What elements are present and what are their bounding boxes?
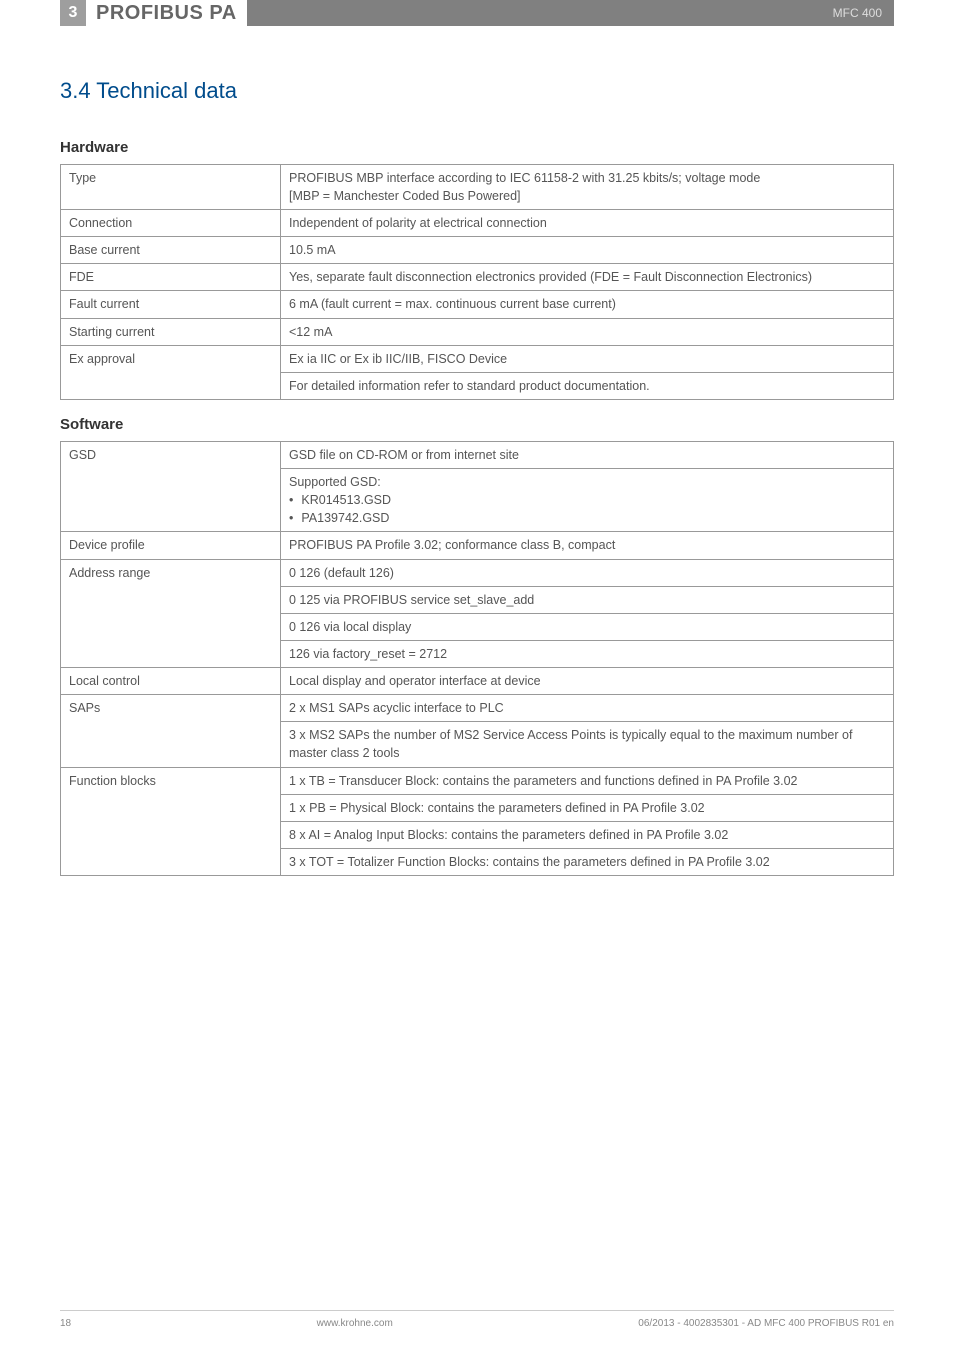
- table-row: Starting current <12 mA: [61, 318, 894, 345]
- footer-page: 18: [60, 1317, 71, 1331]
- hw-value: Independent of polarity at electrical co…: [281, 210, 894, 237]
- hw-label: Connection: [61, 210, 281, 237]
- sw-value: Local display and operator interface at …: [281, 668, 894, 695]
- table-row: GSD GSD file on CD-ROM or from internet …: [61, 441, 894, 468]
- sw-value: GSD file on CD-ROM or from internet site: [281, 441, 894, 468]
- sw-value: 1 x PB = Physical Block: contains the pa…: [281, 794, 894, 821]
- chapter-number-box: 3: [60, 0, 86, 26]
- hw-value: Yes, separate fault disconnection electr…: [281, 264, 894, 291]
- table-row: Function blocks 1 x TB = Transducer Bloc…: [61, 767, 894, 794]
- table-row: FDE Yes, separate fault disconnection el…: [61, 264, 894, 291]
- hardware-table: Type PROFIBUS MBP interface according to…: [60, 164, 894, 400]
- hw-value: PROFIBUS MBP interface according to IEC …: [281, 164, 894, 209]
- hw-label: FDE: [61, 264, 281, 291]
- footer-docref: 06/2013 - 4002835301 - AD MFC 400 PROFIB…: [638, 1317, 894, 1331]
- sw-value: 0 126 (default 126): [281, 559, 894, 586]
- table-row: Type PROFIBUS MBP interface according to…: [61, 164, 894, 209]
- section-heading: 3.4 Technical data: [60, 76, 894, 107]
- doc-code: MFC 400: [821, 0, 894, 26]
- table-row: Connection Independent of polarity at el…: [61, 210, 894, 237]
- sw-value: 3 x TOT = Totalizer Function Blocks: con…: [281, 848, 894, 875]
- table-row: SAPs 2 x MS1 SAPs acyclic interface to P…: [61, 695, 894, 722]
- hardware-heading: Hardware: [60, 137, 894, 158]
- hw-value: 6 mA (fault current = max. continuous cu…: [281, 291, 894, 318]
- page-header: 3 PROFIBUS PA MFC 400: [60, 0, 894, 26]
- sw-label: Local control: [61, 668, 281, 695]
- hw-label: Fault current: [61, 291, 281, 318]
- sw-value: 126 via factory_reset = 2712: [281, 640, 894, 667]
- table-row: Address range 0 126 (default 126): [61, 559, 894, 586]
- hw-value: 10.5 mA: [281, 237, 894, 264]
- chapter-title: PROFIBUS PA: [86, 0, 247, 26]
- sw-value: 0 125 via PROFIBUS service set_slave_add: [281, 586, 894, 613]
- hw-label: Base current: [61, 237, 281, 264]
- footer-site: www.krohne.com: [317, 1317, 393, 1331]
- list-item: PA139742.GSD: [289, 509, 885, 527]
- table-row: Fault current 6 mA (fault current = max.…: [61, 291, 894, 318]
- list-item: KR014513.GSD: [289, 491, 885, 509]
- sw-value: 0 126 via local display: [281, 613, 894, 640]
- gsd-files-list: KR014513.GSD PA139742.GSD: [289, 491, 885, 527]
- sw-value: 1 x TB = Transducer Block: contains the …: [281, 767, 894, 794]
- sw-value: PROFIBUS PA Profile 3.02; conformance cl…: [281, 532, 894, 559]
- sw-value: 2 x MS1 SAPs acyclic interface to PLC: [281, 695, 894, 722]
- header-strip: [247, 0, 821, 26]
- table-row: Base current 10.5 mA: [61, 237, 894, 264]
- software-heading: Software: [60, 414, 894, 435]
- sw-value: Supported GSD: KR014513.GSD PA139742.GSD: [281, 469, 894, 532]
- sw-value: 3 x MS2 SAPs the number of MS2 Service A…: [281, 722, 894, 767]
- sw-label: GSD: [61, 441, 281, 532]
- software-table: GSD GSD file on CD-ROM or from internet …: [60, 441, 894, 876]
- sw-label: SAPs: [61, 695, 281, 767]
- hw-label: Type: [61, 164, 281, 209]
- chapter-number: 3: [69, 2, 78, 24]
- sw-label: Device profile: [61, 532, 281, 559]
- hw-label: Starting current: [61, 318, 281, 345]
- hw-value: For detailed information refer to standa…: [281, 372, 894, 399]
- table-row: Ex approval Ex ia IIC or Ex ib IIC/IIB, …: [61, 345, 894, 372]
- hw-value: Ex ia IIC or Ex ib IIC/IIB, FISCO Device: [281, 345, 894, 372]
- sw-value: 8 x AI = Analog Input Blocks: contains t…: [281, 821, 894, 848]
- hw-value: <12 mA: [281, 318, 894, 345]
- sw-label: Address range: [61, 559, 281, 668]
- page-footer: 18 www.krohne.com 06/2013 - 4002835301 -…: [60, 1310, 894, 1331]
- sw-label: Function blocks: [61, 767, 281, 876]
- table-row: Local control Local display and operator…: [61, 668, 894, 695]
- hw-label: Ex approval: [61, 345, 281, 399]
- gsd-supported-intro: Supported GSD:: [289, 475, 381, 489]
- table-row: Device profile PROFIBUS PA Profile 3.02;…: [61, 532, 894, 559]
